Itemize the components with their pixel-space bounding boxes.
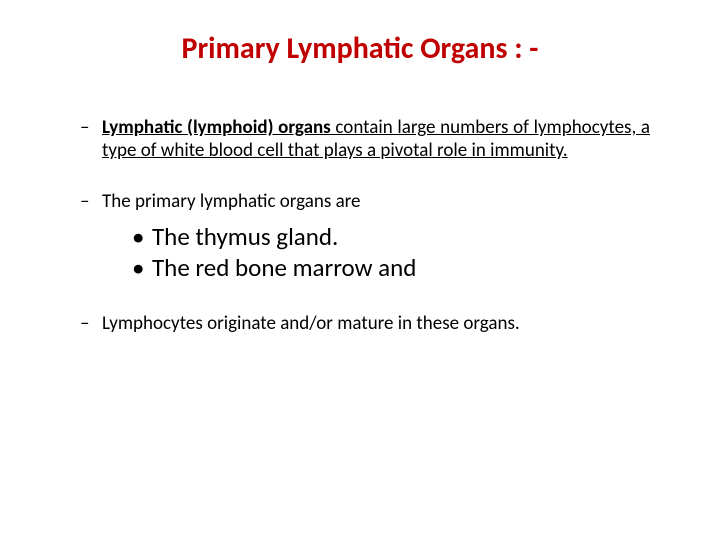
sub-bullet-text: The thymus gland. [152,223,338,252]
bullet-text: Lymphocytes originate and/or mature in t… [102,313,650,336]
bold-underline-text: Lymphatic (lymphoid) organs [102,116,331,139]
sub-bullet-text: The red bone marrow and [152,254,416,283]
dash-icon: – [80,313,102,336]
bullet-dot-icon: • [132,254,152,283]
dash-icon: – [80,117,102,163]
bullet-item-1: – Lymphatic (lymphoid) organs contain la… [80,117,650,163]
bullet-text: Lymphatic (lymphoid) organs contain larg… [102,117,650,163]
bullet-text: The primary lymphatic organs are [102,191,650,214]
dash-icon: – [80,191,102,214]
sub-bullet-2: • The red bone marrow and [132,254,670,283]
slide: Primary Lymphatic Organs : - – Lymphatic… [0,0,720,540]
bullet-dot-icon: • [132,223,152,252]
bullet-item-3: – Lymphocytes originate and/or mature in… [80,313,650,336]
slide-title: Primary Lymphatic Organs : - [50,30,670,67]
bullet-item-2: – The primary lymphatic organs are [80,191,650,214]
sub-bullet-1: • The thymus gland. [132,223,670,252]
